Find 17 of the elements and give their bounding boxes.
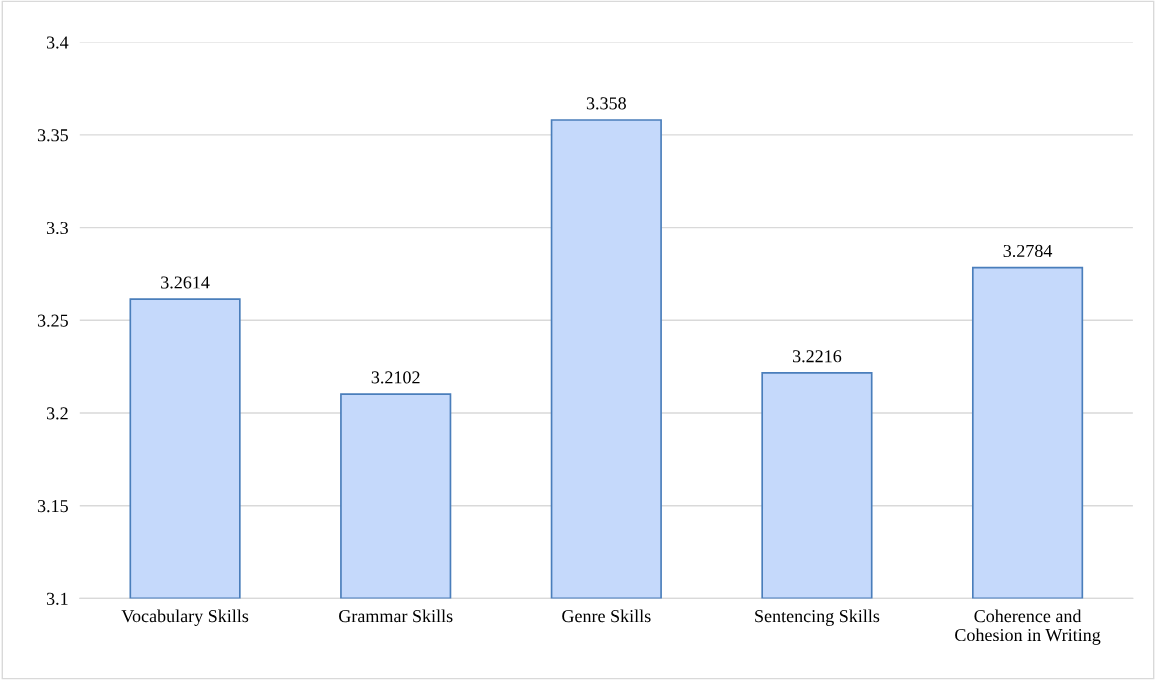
y-tick-label: 3.4 bbox=[46, 36, 69, 49]
y-tick-label: 3.25 bbox=[37, 314, 68, 327]
data-label: 3.2784 bbox=[1003, 244, 1053, 258]
x-tick-label: Coherence and Cohesion in Writing bbox=[955, 609, 1101, 645]
y-tick-label: 3.3 bbox=[46, 221, 68, 235]
x-tick-label: Sentencing Skills bbox=[755, 609, 880, 626]
x-tick-label: Grammar Skills bbox=[339, 609, 453, 623]
y-tick-label: 3.2 bbox=[46, 407, 68, 420]
y-tick-label: 3.35 bbox=[37, 129, 68, 142]
x-tick-label: Vocabulary Skills bbox=[121, 609, 249, 626]
data-label: 3.358 bbox=[586, 97, 626, 110]
data-label: 3.2102 bbox=[371, 371, 420, 384]
data-label: 3.2614 bbox=[161, 276, 210, 289]
x-tick-label: Genre Skills bbox=[562, 609, 651, 623]
y-tick-label: 3.1 bbox=[46, 592, 68, 605]
data-label: 3.2216 bbox=[792, 350, 842, 363]
y-tick-label: 3.15 bbox=[37, 500, 68, 513]
